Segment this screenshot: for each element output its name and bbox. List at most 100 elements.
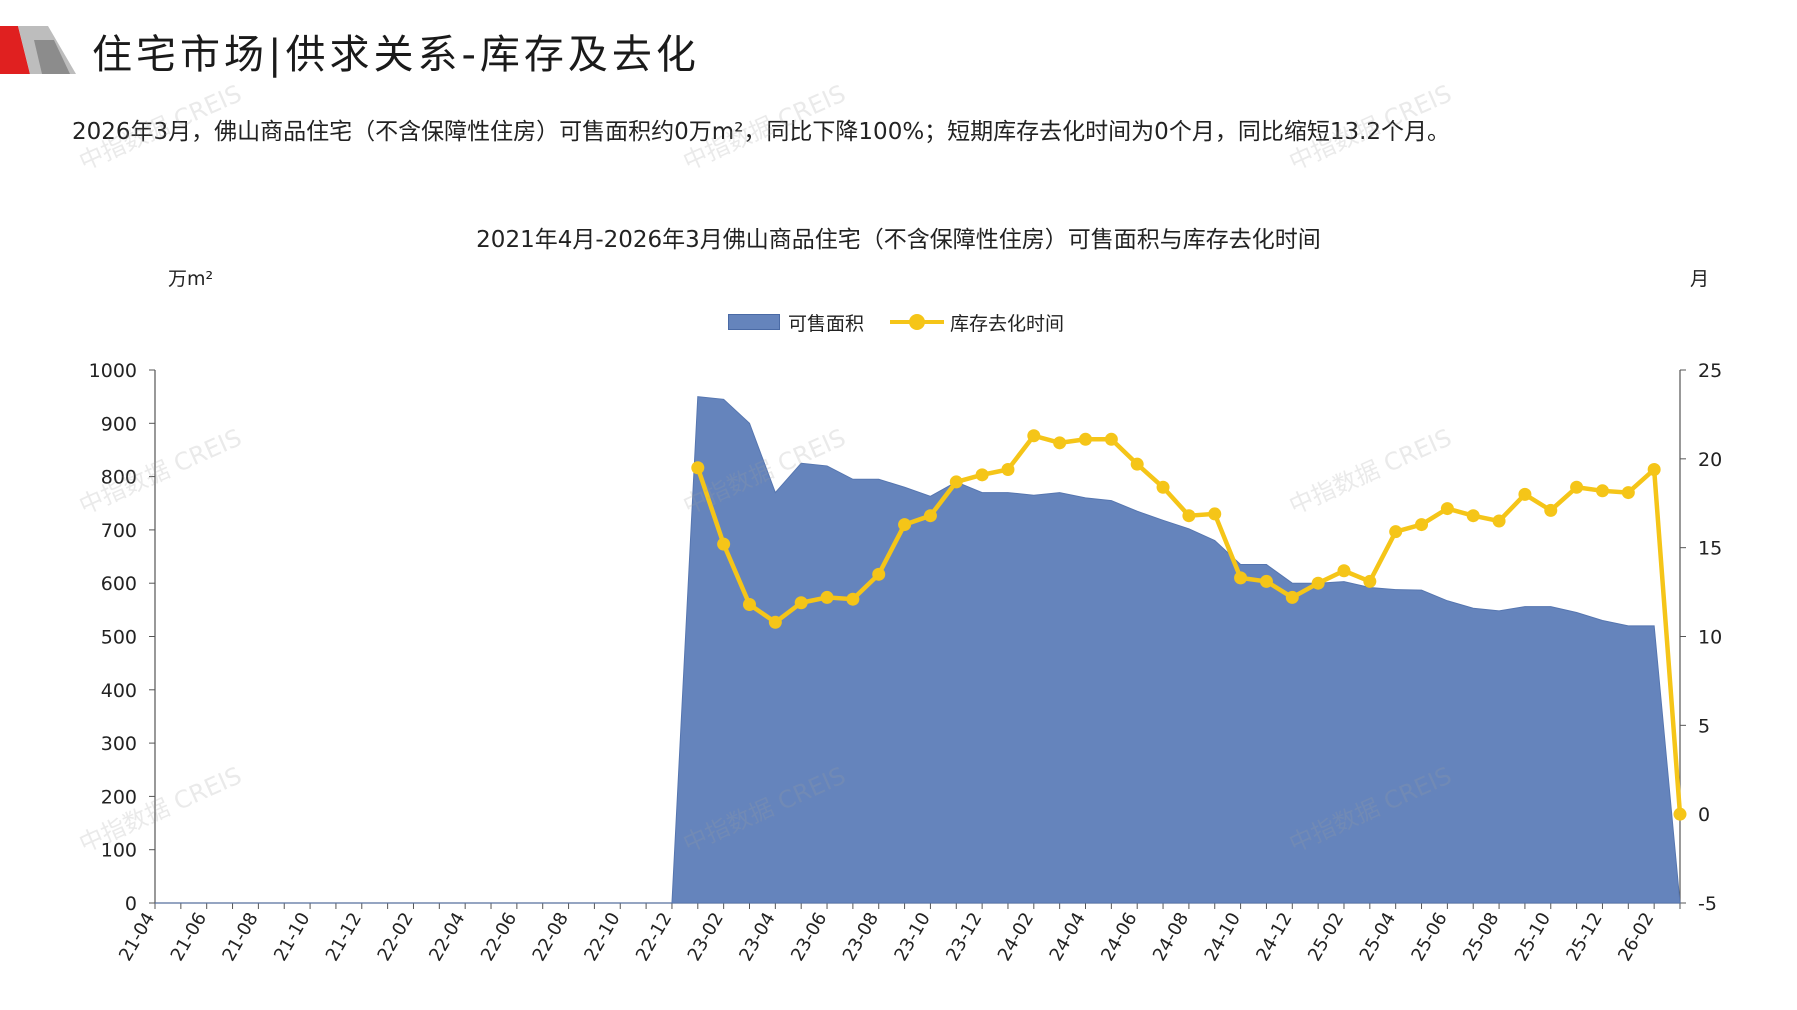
legend-item-area: 可售面积 <box>728 309 864 336</box>
line-point <box>846 592 860 606</box>
chart-title: 2021年4月-2026年3月佛山商品住宅（不含保障性住房）可售面积与库存去化时… <box>476 227 1321 253</box>
line-point <box>717 537 731 551</box>
x-tick-label: 26-02 <box>1614 909 1658 965</box>
x-tick-label: 22-12 <box>632 909 676 965</box>
left-tick-label: 200 <box>101 786 137 808</box>
legend-swatch-line <box>890 314 945 330</box>
legend-swatch-area <box>728 314 780 330</box>
line-point <box>691 461 705 475</box>
line-point <box>1389 525 1403 539</box>
line-point <box>1337 564 1351 578</box>
x-tick-label: 21-12 <box>322 909 366 965</box>
line-point <box>1311 576 1325 590</box>
line-point <box>975 468 989 482</box>
left-tick-label: 0 <box>125 893 137 915</box>
left-tick-label: 900 <box>101 413 137 435</box>
right-tick-label: 25 <box>1698 360 1722 382</box>
x-tick-label: 21-08 <box>218 909 262 965</box>
line-point <box>1440 502 1454 516</box>
x-tick-label: 22-08 <box>529 909 573 965</box>
line-point <box>1518 487 1532 501</box>
x-tick-label: 21-04 <box>115 909 159 965</box>
line-series-group <box>691 429 1687 821</box>
x-tick-label: 23-10 <box>890 909 934 965</box>
x-tick-label: 21-10 <box>270 909 314 965</box>
line-point <box>1130 457 1144 471</box>
left-tick-label: 100 <box>101 840 137 862</box>
line-point <box>1647 462 1661 476</box>
x-tick-label: 23-04 <box>735 909 779 965</box>
legend-label-area: 可售面积 <box>788 312 865 335</box>
area-series-available-area <box>155 396 1681 904</box>
x-tick-label: 22-02 <box>373 909 417 965</box>
page-title: 住宅市场|供求关系-库存及去化 <box>92 32 700 78</box>
right-tick-label: 0 <box>1698 804 1710 826</box>
left-tick-label: 700 <box>101 520 137 542</box>
line-point <box>949 475 963 489</box>
line-point <box>1156 480 1170 494</box>
line-point <box>1104 432 1118 446</box>
line-point <box>820 590 834 604</box>
x-tick-label: 24-06 <box>1097 909 1141 965</box>
line-point <box>1363 574 1377 588</box>
line-point <box>742 598 756 612</box>
x-tick-label: 25-08 <box>1459 909 1503 965</box>
line-point <box>1595 484 1609 498</box>
line-point <box>1621 486 1635 500</box>
right-tick-label: 15 <box>1698 538 1722 560</box>
left-tick-label: 300 <box>101 733 137 755</box>
left-tick-label: 500 <box>101 627 137 649</box>
line-point <box>1544 503 1558 517</box>
x-tick-label: 21-06 <box>167 909 211 965</box>
line-point <box>794 596 808 610</box>
line-point <box>898 518 912 532</box>
line-point <box>1079 432 1093 446</box>
line-point <box>1415 518 1429 532</box>
left-axis-unit: 万m² <box>168 268 214 290</box>
line-point <box>923 509 937 523</box>
left-tick-label: 400 <box>101 680 137 702</box>
right-tick-label: 20 <box>1698 449 1722 471</box>
x-tick-label: 25-12 <box>1562 909 1606 965</box>
x-tick-label: 24-04 <box>1045 909 1089 965</box>
x-tick-label: 24-02 <box>994 909 1038 965</box>
line-point <box>1492 514 1506 528</box>
line-point <box>768 615 782 629</box>
x-tick-label: 24-08 <box>1149 909 1193 965</box>
x-tick-label: 22-06 <box>477 909 521 965</box>
x-tick-label: 25-02 <box>1304 909 1348 965</box>
right-axis-unit: 月 <box>1690 268 1710 290</box>
x-tick-label: 24-10 <box>1201 909 1245 965</box>
left-tick-label: 1000 <box>89 360 137 382</box>
x-tick-label: 23-12 <box>942 909 986 965</box>
line-point <box>1001 462 1015 476</box>
left-tick-label: 800 <box>101 467 137 489</box>
line-point <box>1466 509 1480 523</box>
summary-text: 2026年3月，佛山商品住宅（不含保障性住房）可售面积约0万m²，同比下降100… <box>72 119 1451 145</box>
x-tick-label: 22-10 <box>580 909 624 965</box>
right-tick-label: 5 <box>1698 715 1710 737</box>
x-tick-label: 23-08 <box>839 909 883 965</box>
x-tick-label: 23-02 <box>684 909 728 965</box>
line-point <box>872 567 886 581</box>
line-point <box>1570 480 1584 494</box>
line-point <box>1259 574 1273 588</box>
right-tick-label: 10 <box>1698 627 1722 649</box>
line-point <box>1234 571 1248 585</box>
area-series-group <box>155 396 1681 904</box>
x-tick-label: 25-06 <box>1407 909 1451 965</box>
chart-legend: 可售面积 库存去化时间 <box>728 308 1090 336</box>
x-tick-label: 25-04 <box>1356 909 1400 965</box>
line-point <box>1182 509 1196 523</box>
right-tick-label: -5 <box>1698 893 1717 915</box>
x-tick-label: 24-12 <box>1252 909 1296 965</box>
line-point <box>1285 590 1299 604</box>
brand-logo <box>0 26 76 74</box>
x-tick-label: 23-06 <box>787 909 831 965</box>
line-point <box>1208 507 1222 521</box>
x-tick-label: 25-10 <box>1511 909 1555 965</box>
legend-item-line: 库存去化时间 <box>890 309 1064 336</box>
left-tick-label: 600 <box>101 573 137 595</box>
line-point <box>1053 436 1067 450</box>
